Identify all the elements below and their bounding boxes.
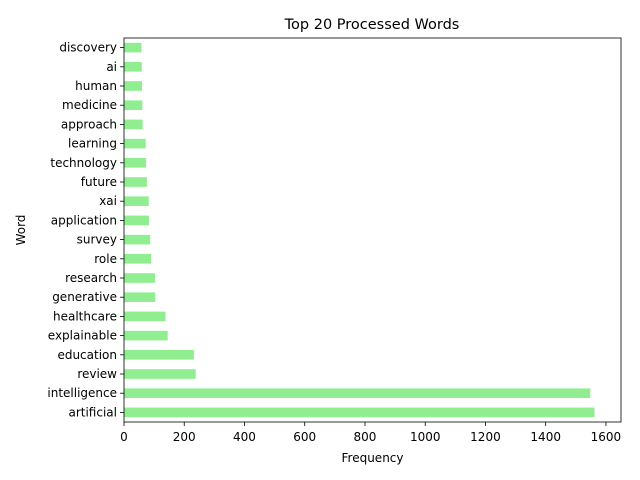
bar-artificial bbox=[124, 407, 595, 418]
y-tick-label: human bbox=[75, 79, 117, 93]
bar-ai bbox=[124, 62, 142, 72]
bar-discovery bbox=[124, 42, 142, 53]
chart-title: Top 20 Processed Words bbox=[284, 17, 460, 33]
bar-education bbox=[124, 350, 194, 360]
y-tick-label: discovery bbox=[59, 41, 117, 55]
bar-research bbox=[124, 273, 156, 283]
x-tick-label: 200 bbox=[173, 430, 196, 444]
y-tick-label: explainable bbox=[48, 329, 117, 343]
bar-intelligence bbox=[124, 388, 591, 398]
x-tick-label: 400 bbox=[233, 430, 256, 444]
y-tick-label: education bbox=[57, 348, 117, 362]
y-tick-label: xai bbox=[99, 194, 117, 208]
bar-medicine bbox=[124, 100, 143, 110]
x-axis-label: Frequency bbox=[342, 451, 404, 465]
y-tick-label: medicine bbox=[62, 98, 117, 112]
y-tick-label: generative bbox=[52, 290, 117, 304]
y-axis-label: Word bbox=[14, 215, 28, 246]
bar-review bbox=[124, 369, 196, 379]
y-ticks-group: artificial intelligence review education exp… bbox=[47, 41, 124, 419]
bars-group bbox=[124, 42, 595, 418]
bar-technology bbox=[124, 158, 146, 168]
y-tick-label: application bbox=[51, 213, 117, 227]
bar-approach bbox=[124, 119, 143, 130]
y-tick-label: future bbox=[81, 175, 117, 189]
y-tick-label: intelligence bbox=[47, 386, 117, 400]
x-tick-label: 0 bbox=[120, 430, 128, 444]
x-tick-label: 1000 bbox=[410, 430, 441, 444]
bar-survey bbox=[124, 234, 151, 245]
bar-xai bbox=[124, 196, 149, 206]
bar-healthcare bbox=[124, 311, 166, 322]
bar-explainable bbox=[124, 330, 168, 341]
y-tick-label: research bbox=[65, 271, 117, 285]
plot-frame bbox=[123, 37, 622, 423]
bar-role bbox=[124, 254, 152, 264]
y-tick-label: review bbox=[77, 367, 117, 381]
x-tick-label: 600 bbox=[293, 430, 316, 444]
bar-learning bbox=[124, 138, 146, 149]
x-tick-label: 1200 bbox=[470, 430, 501, 444]
y-tick-label: approach bbox=[61, 117, 117, 131]
x-tick-label: 800 bbox=[354, 430, 377, 444]
y-tick-label: learning bbox=[68, 137, 117, 151]
bar-application bbox=[124, 215, 150, 226]
x-tick-label: 1400 bbox=[530, 430, 561, 444]
y-tick-label: healthcare bbox=[53, 309, 117, 323]
bar-human bbox=[124, 81, 143, 91]
x-ticks-group: 0 200 400 600 800 1000 1200 1400 1600 bbox=[120, 422, 621, 444]
y-tick-label: ai bbox=[106, 60, 117, 74]
y-tick-label: artificial bbox=[68, 405, 117, 419]
x-tick-label: 1600 bbox=[591, 430, 622, 444]
bar-future bbox=[124, 177, 147, 187]
y-tick-label: role bbox=[94, 252, 117, 266]
y-tick-label: technology bbox=[50, 156, 117, 170]
y-tick-label: survey bbox=[77, 233, 117, 247]
bar-generative bbox=[124, 292, 156, 302]
